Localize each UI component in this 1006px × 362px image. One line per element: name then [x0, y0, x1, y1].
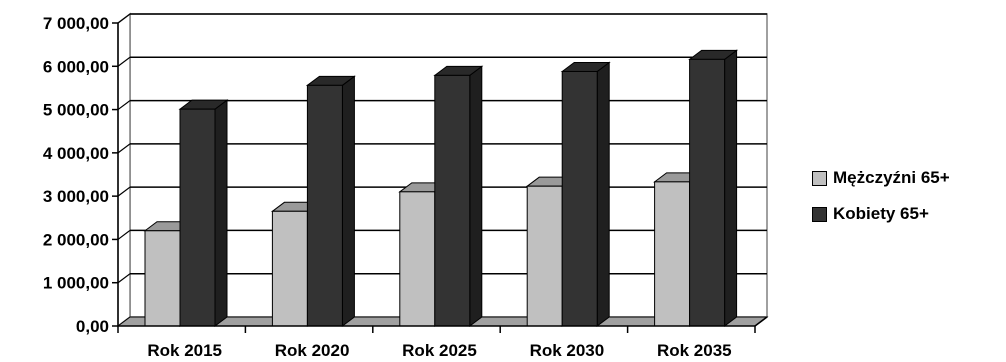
x-axis: Rok 2015 Rok 2020 Rok 2025 Rok 2030 Rok 2035 [117, 316, 768, 360]
legend-swatch-women [812, 206, 827, 222]
side-wall [117, 12, 131, 328]
bar-women-rok-2030 [560, 61, 611, 327]
gridline-side [117, 186, 131, 197]
bar-women-rok-2020 [305, 75, 356, 327]
y-tick-label: 7 000,00 [43, 14, 109, 33]
x-axis-end [754, 316, 768, 327]
gridline-side [117, 143, 131, 154]
y-tick-label: 6 000,00 [43, 57, 109, 76]
x-tick-label: Rok 2015 [147, 341, 222, 360]
x-tick-label: Rok 2030 [530, 341, 605, 360]
gridline-side [117, 13, 131, 24]
y-axis: 0,00 1 000,00 2 000,00 3 000,00 4 000,00 5 00… [43, 14, 119, 336]
legend-label-men: Mężczyźni 65+ [833, 168, 950, 187]
legend-item-men: Mężczyźni 65+ [812, 160, 950, 196]
bar-women-rok-2015 [178, 99, 229, 327]
y-tick-label: 1 000,00 [43, 274, 109, 293]
y-tick-label: 2 000,00 [43, 230, 109, 249]
bar-women-rok-2035 [688, 49, 739, 327]
legend-item-women: Kobiety 65+ [812, 196, 950, 232]
gridline-side [117, 100, 131, 111]
legend-label-women: Kobiety 65+ [833, 204, 929, 223]
legend-swatch-men [812, 170, 827, 186]
y-tick-label: 0,00 [76, 317, 109, 336]
bar-women-rok-2025 [433, 65, 484, 327]
gridline-side [117, 56, 131, 67]
x-tick-label: Rok 2035 [657, 341, 732, 360]
bars [143, 49, 739, 327]
y-tick-label: 5 000,00 [43, 101, 109, 120]
y-tick-label: 3 000,00 [43, 187, 109, 206]
gridline-side [117, 273, 131, 284]
gridline-side [117, 229, 131, 240]
y-tick-label: 4 000,00 [43, 144, 109, 163]
legend: Mężczyźni 65+ Kobiety 65+ [812, 160, 950, 232]
x-tick-label: Rok 2025 [402, 341, 477, 360]
x-tick-label: Rok 2020 [275, 341, 350, 360]
